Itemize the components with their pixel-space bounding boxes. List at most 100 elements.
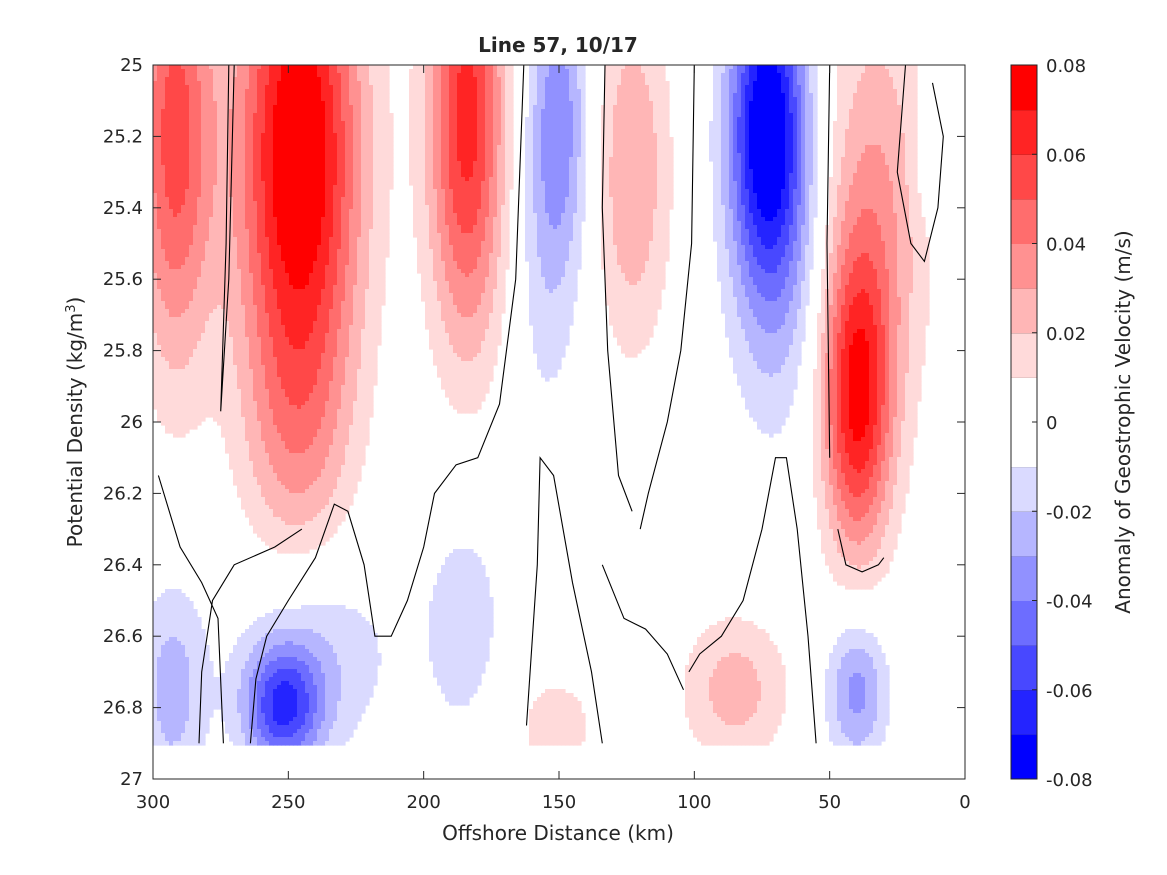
contour-cell [161, 97, 166, 102]
contour-cell [457, 65, 462, 70]
contour-cell [381, 77, 386, 82]
contour-cell [637, 93, 642, 98]
contour-cell [157, 69, 162, 74]
contour-cell [889, 97, 894, 102]
contour-cell [869, 97, 874, 102]
contour-cell [645, 93, 650, 98]
contour-cell [769, 109, 774, 114]
contour-cell [197, 65, 202, 70]
contour-cell [509, 77, 514, 82]
contour-cell [617, 81, 622, 86]
contour-cell [357, 69, 362, 74]
contour-cell [177, 97, 182, 102]
contour-cell [213, 109, 218, 114]
contour-cell [377, 81, 382, 86]
contour-cell [845, 65, 850, 70]
contour-cell [265, 113, 270, 118]
contour-cell [457, 77, 462, 82]
contour-cell [873, 105, 878, 110]
contour-cell [769, 69, 774, 74]
contour-cell [285, 65, 290, 70]
contour-cell [905, 85, 910, 90]
contour-cell [893, 65, 898, 70]
contour-cell [297, 109, 302, 114]
contour-cell [409, 109, 414, 114]
contour-cell [361, 65, 366, 70]
contour-cell [253, 65, 258, 70]
contour-cell [889, 89, 894, 94]
contour-cell [741, 65, 746, 70]
contour-cell [197, 85, 202, 90]
contour-cell [509, 113, 514, 118]
contour-cell [457, 89, 462, 94]
contour-cell [653, 89, 658, 94]
contour-cell [657, 109, 662, 114]
contour-cell [497, 69, 502, 74]
contour-cell [785, 65, 790, 70]
contour-cell [349, 89, 354, 94]
contour-cell [337, 73, 342, 78]
contour-cell [573, 85, 578, 90]
contour-cell [373, 85, 378, 90]
contour-cell [553, 73, 558, 78]
contour-cell [201, 101, 206, 106]
contour-cell [721, 97, 726, 102]
contour-cell [789, 109, 794, 114]
contour-cell [845, 89, 850, 94]
contour-cell [793, 109, 798, 114]
contour-cell [889, 77, 894, 82]
contour-cell [261, 89, 266, 94]
contour-cell [553, 85, 558, 90]
contour-cell [337, 101, 342, 106]
contour-cell [381, 65, 386, 70]
contour-cell [413, 89, 418, 94]
contour-cell [785, 89, 790, 94]
contour-cell [877, 77, 882, 82]
contour-cell [729, 101, 734, 106]
contour-cell [573, 73, 578, 78]
contour-cell [613, 89, 618, 94]
contour-cell [317, 77, 322, 82]
contour-cell [649, 65, 654, 70]
contour-cell [305, 69, 310, 74]
contour-cell [241, 77, 246, 82]
contour-cell [213, 89, 218, 94]
contour-cell [505, 73, 510, 78]
contour-cell [209, 93, 214, 98]
contour-cell [285, 97, 290, 102]
contour-cell [361, 101, 366, 106]
contour-cell [565, 73, 570, 78]
contour-cell [881, 65, 886, 70]
contour-cell [269, 113, 274, 118]
contour-cell [621, 93, 626, 98]
contour-cell [197, 89, 202, 94]
contour-cell [497, 85, 502, 90]
contour-cell [429, 97, 434, 102]
contour-cell [485, 65, 490, 70]
contour-cell [241, 89, 246, 94]
contour-cell [645, 105, 650, 110]
contour-cell [765, 93, 770, 98]
contour-cell [301, 85, 306, 90]
contour-cell [541, 101, 546, 106]
contour-cell [785, 105, 790, 110]
contour-cell [849, 85, 854, 90]
contour-cell [425, 109, 430, 114]
contour-cell [637, 85, 642, 90]
contour-cell [805, 93, 810, 98]
contour-cell [189, 109, 194, 114]
contour-cell [433, 65, 438, 70]
contour-cell [425, 101, 430, 106]
contour-cell [493, 101, 498, 106]
contour-cell [453, 113, 458, 118]
contour-cell [437, 73, 442, 78]
contour-cell [381, 113, 386, 118]
contour-cell [909, 77, 914, 82]
contour-cell [281, 109, 286, 114]
contour-cell [173, 77, 178, 82]
contour-cell [853, 105, 858, 110]
contour-cell [277, 101, 282, 106]
contour-cell [617, 109, 622, 114]
contour-cell [181, 69, 186, 74]
contour-cell [189, 81, 194, 86]
